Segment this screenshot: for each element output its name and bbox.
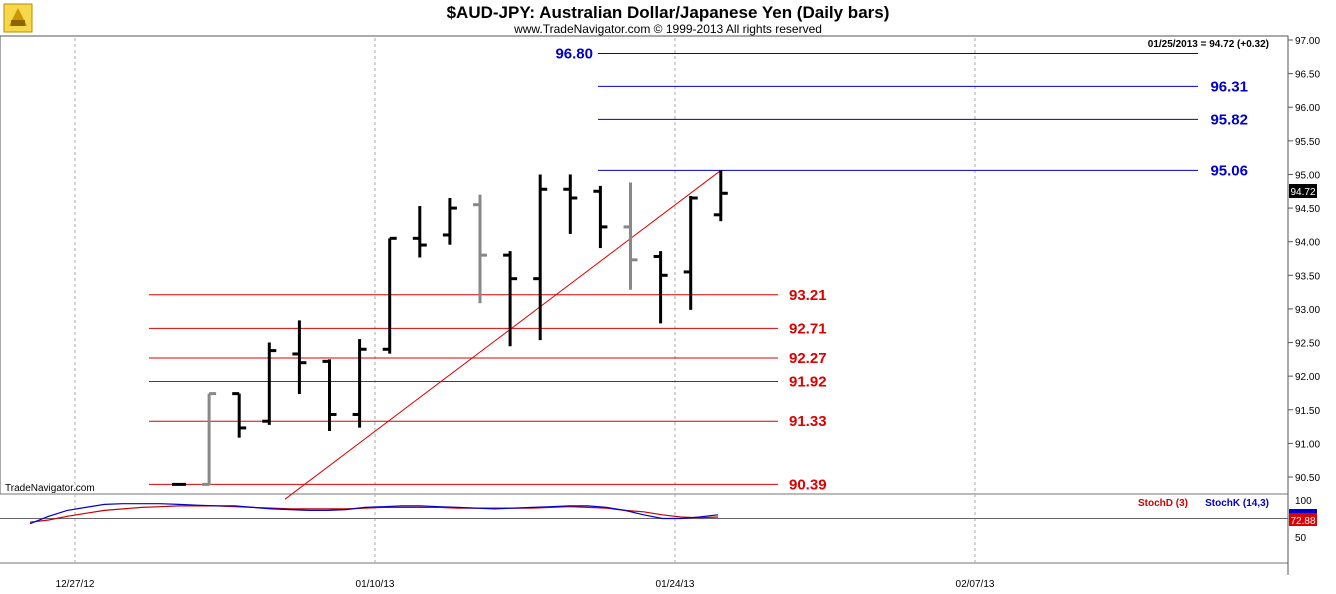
date-tick-label: 01/10/13 — [356, 579, 395, 590]
resistance-label: 95.06 — [1210, 162, 1248, 179]
price-axis: 97.00 96.50 96.00 95.50 95.00 94.50 94.00 93.50… — [1288, 36, 1320, 484]
price-tick-label: 96.50 — [1295, 70, 1320, 81]
ohlc-bar — [683, 195, 698, 310]
support-label: 91.92 — [789, 374, 827, 391]
ohlc-bar — [202, 392, 217, 486]
ohlc-bar — [442, 197, 457, 245]
price-tick-label: 91.00 — [1295, 439, 1320, 450]
price-tick-label: 93.50 — [1295, 271, 1320, 282]
ohlc-bar — [262, 342, 277, 425]
ohlc-bar — [653, 251, 668, 324]
stoch-tick-label: 50 — [1295, 533, 1307, 544]
stoch-tick-label: 100 — [1295, 496, 1312, 507]
price-tick-label: 96.00 — [1295, 103, 1320, 114]
ohlc-bar — [412, 206, 427, 258]
price-tick-label: 94.50 — [1295, 204, 1320, 215]
price-tick-label: 90.50 — [1295, 473, 1320, 484]
ohlc-bars — [172, 170, 728, 486]
trade-navigator-logo-icon — [3, 3, 33, 33]
resistance-label: 95.82 — [1210, 111, 1248, 128]
watermark: TradeNavigator.com — [5, 483, 95, 494]
ohlc-bar — [533, 174, 548, 341]
ohlc-bar — [232, 392, 247, 438]
support-label: 92.71 — [789, 320, 827, 337]
stoch-last-label: 72.88 — [1290, 516, 1315, 527]
header-band — [0, 0, 1336, 38]
date-tick-label: 12/27/12 — [56, 579, 95, 590]
price-tick-label: 92.00 — [1295, 372, 1320, 383]
copyright-text: www.TradeNavigator.com © 1999-2013 All r… — [513, 22, 822, 36]
stochk-line — [29, 503, 719, 525]
ohlc-bar — [713, 170, 728, 222]
ohlc-bar — [593, 185, 608, 249]
ohlc-bar — [623, 182, 638, 290]
ohlc-bar — [352, 339, 367, 428]
ohlc-bar — [473, 194, 487, 304]
trendline — [284, 170, 722, 500]
resistance-label: 96.31 — [1210, 78, 1248, 95]
stoch-last-marker: 72.88 — [1289, 509, 1317, 527]
last-price-marker: 94.72 — [1289, 184, 1317, 198]
ohlc-bar — [172, 482, 186, 486]
date-tick-label: 01/24/13 — [656, 579, 695, 590]
resistance-label: 96.80 — [555, 45, 593, 62]
ohlc-bar — [382, 236, 397, 354]
support-label: 91.33 — [789, 413, 827, 430]
price-tick-label: 94.00 — [1295, 238, 1320, 249]
trendline-layer — [284, 170, 722, 500]
ohlc-bar — [503, 251, 518, 347]
ohlc-bar — [322, 359, 337, 431]
last-price-label: 94.72 — [1290, 187, 1315, 198]
stochastic-panel: 1007550 — [0, 496, 1312, 544]
price-panel-frame — [0, 35, 1289, 495]
price-tick-label: 97.00 — [1295, 36, 1320, 47]
support-label: 90.39 — [789, 476, 827, 493]
stochk-legend: StochK (14,3) — [1205, 498, 1269, 509]
price-tick-label: 95.00 — [1295, 170, 1320, 181]
stochd-line — [29, 505, 719, 523]
fib-levels: 96.80 96.31 95.82 95.06 93.21 92.71 92.27 91.92… — [149, 45, 1248, 493]
price-tick-label: 93.00 — [1295, 305, 1320, 316]
ohlc-bar — [292, 320, 307, 394]
ohlc-bar — [563, 174, 578, 234]
quote-readout: 01/25/2013 = 94.72 (+0.32) — [1148, 39, 1269, 50]
support-label: 92.27 — [789, 350, 827, 367]
price-tick-label: 95.50 — [1295, 137, 1320, 148]
price-tick-label: 92.50 — [1295, 339, 1320, 350]
stochd-legend: StochD (3) — [1138, 498, 1188, 509]
price-tick-label: 91.50 — [1295, 406, 1320, 417]
support-label: 93.21 — [789, 287, 827, 304]
date-axis: 12/27/12 01/10/13 01/24/13 02/07/13 — [56, 579, 995, 590]
date-tick-label: 02/07/13 — [956, 579, 995, 590]
chart-title: $AUD-JPY: Australian Dollar/Japanese Yen… — [447, 3, 890, 22]
